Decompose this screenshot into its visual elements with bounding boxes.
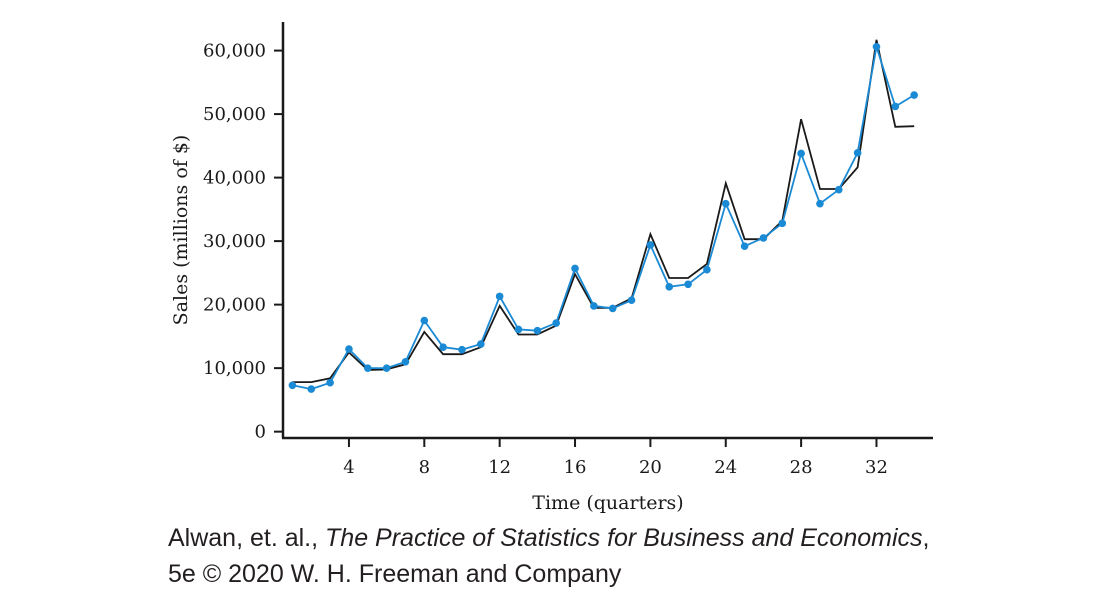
blue-series-point: [759, 234, 768, 242]
blue-series-point: [458, 345, 466, 354]
blue-series-point: [740, 242, 749, 250]
blue-series-point: [853, 149, 862, 157]
caption-comma: ,: [922, 524, 930, 552]
blue-series-point: [891, 102, 900, 111]
blue-series-point: [797, 149, 805, 158]
x-tick-label: 16: [564, 457, 587, 478]
x-tick-label: 4: [343, 457, 354, 478]
x-axis-ticks: 4 8 12 16 20 24 28 32: [343, 438, 888, 478]
blue-series-point: [872, 42, 881, 51]
y-tick-label: 20,000: [203, 295, 266, 316]
x-tick-label: 32: [865, 457, 888, 478]
blue-series-point: [627, 296, 636, 304]
black-series-line: [292, 39, 915, 384]
blue-series-point: [910, 91, 918, 99]
blue-series-point: [646, 241, 655, 249]
blue-series-line: [292, 46, 915, 391]
blue-series-point: [703, 265, 711, 274]
caption-authors: Alwan, et. al.,: [168, 524, 326, 552]
blue-series-point: [684, 280, 692, 289]
x-axis-title: Time (quarters): [532, 492, 683, 514]
y-tick-label: 0: [255, 422, 266, 443]
blue-series-point: [514, 325, 523, 334]
source-caption: Alwan, et. al., The Practice of Statisti…: [168, 520, 1068, 592]
x-tick-label: 20: [639, 457, 662, 478]
blue-series-point: [608, 304, 617, 313]
blue-series-point: [590, 302, 598, 310]
y-tick-label: 60,000: [203, 41, 266, 62]
x-tick-label: 24: [714, 457, 737, 478]
y-tick-label: 40,000: [203, 168, 266, 189]
blue-series-point: [477, 340, 485, 348]
caption-line-2: 5e © 2020 W. H. Freeman and Company: [168, 560, 622, 588]
blue-series-point: [363, 364, 372, 372]
blue-series-point: [552, 319, 560, 327]
blue-series-point: [778, 219, 787, 228]
blue-series-point: [834, 185, 843, 194]
blue-series-point: [420, 316, 429, 325]
y-axis-ticks: 0 10,000 20,000 30,000 40,000 50,000 60,000: [203, 41, 283, 443]
y-tick-label: 10,000: [203, 358, 266, 379]
caption-line-1: Alwan, et. al., The Practice of Statisti…: [168, 520, 1068, 556]
blue-series-point: [439, 343, 447, 351]
blue-series-point: [401, 357, 410, 366]
blue-series-point: [816, 199, 824, 208]
blue-series-point: [288, 381, 297, 390]
x-tick-label: 28: [790, 457, 813, 478]
blue-series-point: [345, 345, 353, 353]
blue-series-point: [571, 264, 579, 273]
x-tick-label: 8: [419, 457, 430, 478]
y-tick-label: 30,000: [203, 231, 266, 252]
blue-series-point: [665, 283, 674, 291]
blue-series-point: [533, 326, 542, 335]
y-axis-title: Sales (millions of $): [170, 135, 192, 326]
blue-series-point: [382, 364, 391, 372]
blue-series-point: [721, 199, 730, 208]
blue-series-point: [326, 378, 334, 387]
y-tick-label: 50,000: [203, 104, 266, 125]
sales-time-series-chart: 0 10,000 20,000 30,000 40,000 50,000 60,000 4 8…: [170, 22, 933, 514]
blue-series-point: [307, 385, 316, 393]
caption-book-title: The Practice of Statistics for Business …: [325, 524, 923, 552]
x-tick-label: 12: [488, 457, 511, 478]
blue-series-point: [495, 292, 504, 301]
series-layer: [288, 39, 918, 393]
